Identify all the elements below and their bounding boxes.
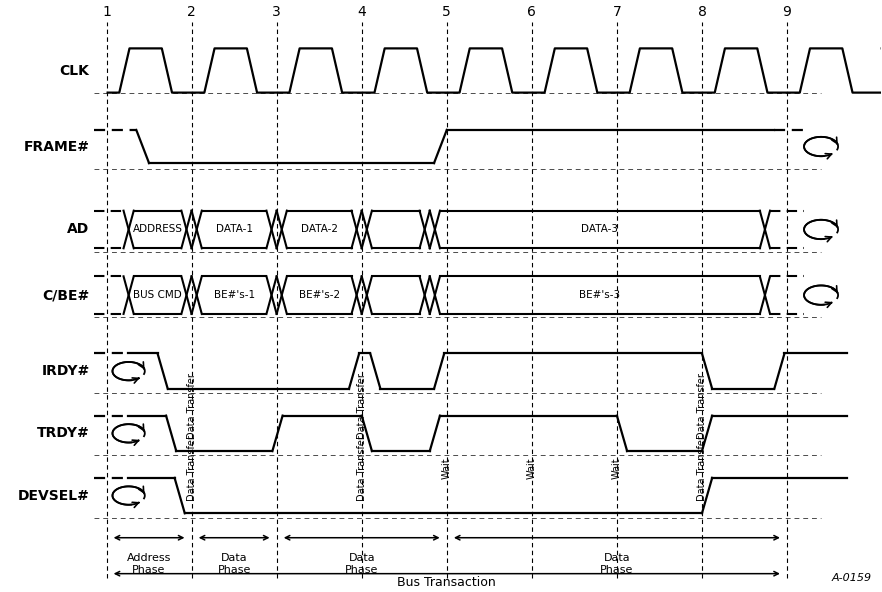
Text: Data Transfer: Data Transfer <box>187 435 197 501</box>
Text: 4: 4 <box>357 5 366 19</box>
Text: DEVSEL#: DEVSEL# <box>18 488 89 503</box>
Text: 2: 2 <box>187 5 196 19</box>
Text: Bus Transaction: Bus Transaction <box>398 577 497 590</box>
Text: BE#'s-1: BE#'s-1 <box>213 290 255 300</box>
Text: Address
Phase: Address Phase <box>127 553 171 574</box>
Text: Data Transfer: Data Transfer <box>697 435 707 501</box>
Text: 7: 7 <box>612 5 621 19</box>
Text: Wait: Wait <box>527 457 537 479</box>
Text: AD: AD <box>67 223 89 236</box>
Text: 1: 1 <box>102 5 111 19</box>
Text: 8: 8 <box>698 5 706 19</box>
Text: Data
Phase: Data Phase <box>345 553 378 574</box>
Text: 9: 9 <box>782 5 791 19</box>
Text: IRDY#: IRDY# <box>41 364 89 378</box>
Text: Data Transfer: Data Transfer <box>697 373 707 439</box>
Text: 6: 6 <box>527 5 536 19</box>
Text: 3: 3 <box>273 5 281 19</box>
Text: DATA-1: DATA-1 <box>215 224 252 234</box>
Text: Data Transfer: Data Transfer <box>356 373 367 439</box>
Text: Wait: Wait <box>612 457 622 479</box>
Text: Data
Phase: Data Phase <box>601 553 633 574</box>
Text: DATA-2: DATA-2 <box>301 224 338 234</box>
Text: FRAME#: FRAME# <box>24 140 89 153</box>
Text: BUS CMD: BUS CMD <box>133 290 182 300</box>
Text: ADDRESS: ADDRESS <box>132 224 183 234</box>
Text: Data Transfer: Data Transfer <box>356 435 367 501</box>
Text: Data Transfer: Data Transfer <box>187 373 197 439</box>
Text: A-0159: A-0159 <box>832 573 872 583</box>
Text: 5: 5 <box>443 5 452 19</box>
Text: CLK: CLK <box>60 63 89 78</box>
Text: DATA-3: DATA-3 <box>581 224 618 234</box>
Text: Data
Phase: Data Phase <box>218 553 250 574</box>
Text: BE#'s-3: BE#'s-3 <box>579 290 620 300</box>
Text: C/BE#: C/BE# <box>42 288 89 302</box>
Text: Wait: Wait <box>442 457 452 479</box>
Text: BE#'s-2: BE#'s-2 <box>299 290 340 300</box>
Text: TRDY#: TRDY# <box>37 426 89 440</box>
